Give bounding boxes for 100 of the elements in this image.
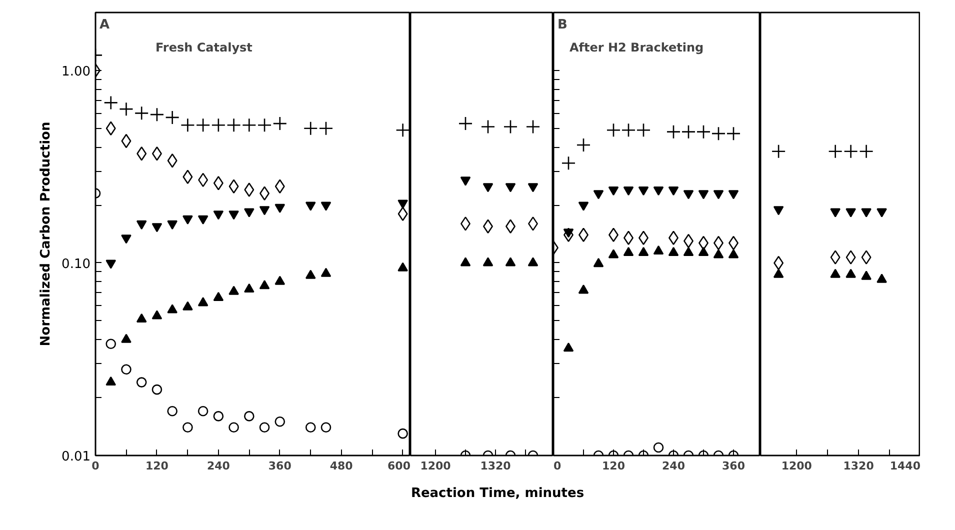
y-axis-title: Normalized Carbon Production (38, 122, 54, 346)
point (213, 210, 224, 220)
x-tick-label: 240 (206, 460, 230, 472)
point (242, 118, 256, 132)
x-tick-label: 1320 (480, 460, 512, 472)
point (320, 268, 332, 277)
point (152, 146, 162, 161)
point (213, 411, 224, 422)
point (305, 270, 316, 279)
point (526, 120, 540, 134)
point (136, 146, 147, 161)
point (152, 384, 162, 395)
point (683, 190, 694, 200)
point (528, 257, 538, 266)
annotation: A (100, 18, 110, 32)
point (167, 406, 178, 416)
point (696, 124, 711, 139)
point (119, 102, 134, 116)
point (505, 257, 516, 266)
point (106, 376, 116, 386)
point (136, 220, 147, 230)
point (563, 342, 574, 352)
point (681, 124, 696, 139)
y-tick-label: 0.10 (62, 256, 91, 272)
x-tick-label: 360 (722, 460, 746, 472)
point (165, 110, 180, 125)
point (272, 116, 288, 131)
point (320, 422, 332, 433)
point (213, 176, 224, 190)
x-tick-label: 1200 (781, 460, 812, 472)
point (398, 206, 408, 221)
point (305, 422, 316, 433)
point (576, 138, 591, 152)
point (198, 172, 208, 188)
point (211, 118, 226, 132)
point (106, 260, 116, 269)
point (198, 215, 208, 224)
point (180, 118, 195, 132)
x-tick-label: 360 (268, 460, 292, 472)
point (623, 186, 634, 196)
point (274, 416, 286, 427)
point (623, 246, 634, 256)
point (260, 186, 270, 200)
point (460, 257, 471, 266)
point (244, 208, 254, 218)
point (198, 406, 208, 416)
point (167, 154, 178, 168)
x-tick-label: 600 (388, 460, 411, 472)
point (121, 134, 132, 148)
point (182, 301, 193, 310)
point (711, 126, 726, 141)
point (259, 422, 270, 433)
point (636, 122, 651, 138)
point (728, 249, 739, 258)
point (121, 234, 132, 244)
point (198, 297, 208, 306)
x-tick-label: 480 (330, 460, 354, 472)
point (606, 122, 621, 138)
point (244, 283, 254, 293)
point (106, 121, 116, 136)
point (274, 204, 286, 213)
point (196, 118, 210, 132)
point (698, 190, 709, 200)
point (182, 170, 193, 184)
x-tick-label: 0 (554, 460, 562, 472)
point (460, 176, 471, 186)
x-tick-label: 120 (145, 460, 169, 472)
point (713, 249, 724, 258)
point (561, 156, 576, 170)
point (274, 276, 286, 285)
x-tick-label: 120 (602, 460, 626, 472)
x-tick-label: 1320 (843, 460, 874, 472)
annotation: B (558, 18, 568, 32)
point (259, 206, 270, 216)
point (398, 428, 408, 439)
point (150, 107, 164, 122)
point (257, 118, 272, 132)
x-tick-label: 0 (92, 460, 100, 472)
x-tick-label: 1440 (890, 460, 921, 472)
point (244, 411, 254, 422)
point (274, 179, 285, 194)
point (134, 106, 149, 120)
point (396, 122, 410, 138)
x-axis-title: Reaction Time, minutes (410, 485, 584, 503)
point (593, 190, 604, 200)
point (136, 377, 147, 388)
point (318, 121, 334, 136)
point (305, 202, 316, 211)
point (228, 286, 239, 295)
point (167, 220, 178, 230)
point (104, 96, 118, 110)
point (608, 249, 619, 258)
point (182, 215, 193, 224)
point (653, 245, 664, 255)
point (398, 262, 408, 272)
point (482, 257, 494, 266)
point (121, 334, 132, 343)
point (458, 116, 473, 131)
point (244, 182, 254, 197)
point (398, 200, 408, 209)
